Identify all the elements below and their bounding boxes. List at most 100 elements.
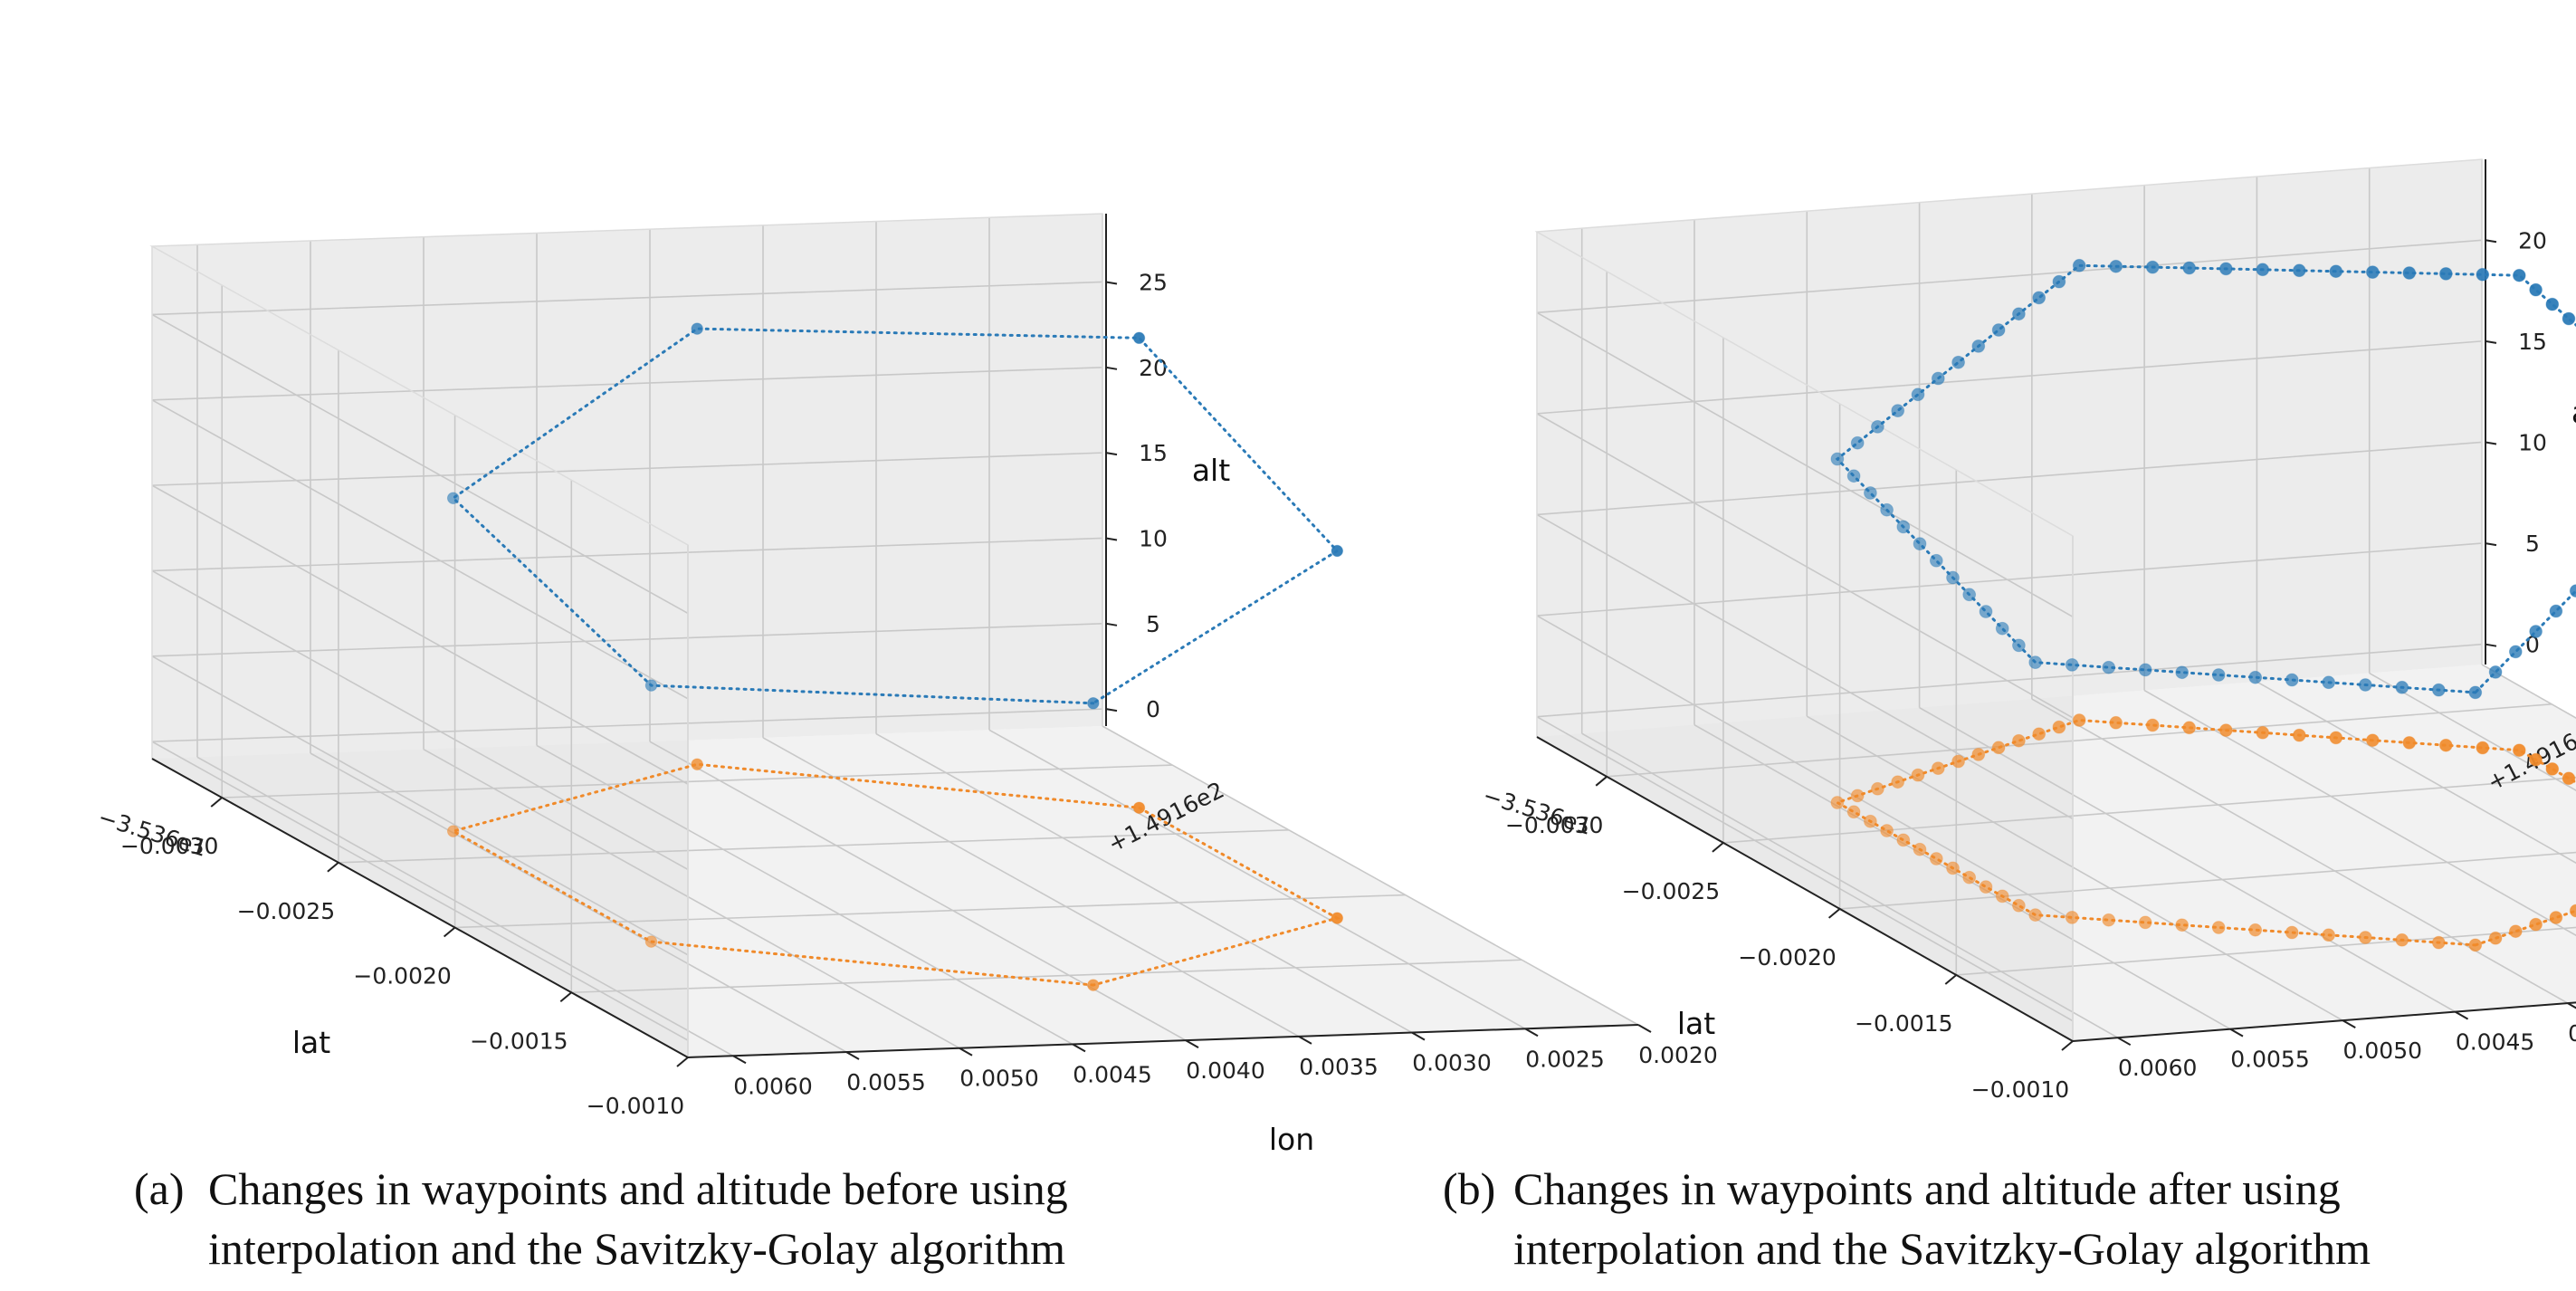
series-1-point-51 <box>2562 771 2576 786</box>
series-1-point-40 <box>2218 723 2233 737</box>
series-1-point-19 <box>1913 842 1927 856</box>
series-1-point-50 <box>2545 762 2560 776</box>
y-tick-mark-7 <box>2229 1028 2244 1038</box>
series-0-point-43 <box>2329 264 2343 279</box>
z-tick-mark-0 <box>1105 708 1118 712</box>
series-0-point-42 <box>2292 263 2306 278</box>
series-0-point-25 <box>1850 435 1865 450</box>
y-tick-label-8: 0.0060 <box>733 1073 812 1099</box>
y-grid-floor-6 <box>423 749 960 1049</box>
series-1-point-29 <box>1931 761 1945 775</box>
series-0-point-34 <box>2032 291 2046 305</box>
x-tick-label-3: −0.0015 <box>1855 1010 1952 1037</box>
z-tick-label-1: 5 <box>2525 531 2540 557</box>
series-0-point-3 <box>2358 678 2372 692</box>
y-tick-label-5: 0.0045 <box>1073 1061 1151 1087</box>
y-tick-label-7: 0.0055 <box>846 1069 925 1095</box>
y-tick-label-6: 0.0050 <box>2343 1038 2422 1064</box>
series-0-point-26 <box>1871 420 1884 434</box>
z-grid-left-2 <box>1536 513 2074 820</box>
series-1-point-2 <box>446 825 460 837</box>
series-0-point-13 <box>2012 638 2026 653</box>
series-0-point-4 <box>1132 331 1146 345</box>
x-tick-label-2: −0.0020 <box>353 963 451 990</box>
series-1-point-41 <box>2256 725 2270 740</box>
series-1-point-39 <box>2182 721 2197 735</box>
x-tick-label-0: −0.0030 <box>1505 812 1603 838</box>
y-grid-floor-5 <box>1919 706 2456 1013</box>
chart-a: −0.0030 −0.0025 −0.0020 −0.0015 −0.0010 0.002… <box>95 213 1718 1157</box>
series-0-point-3 <box>691 322 703 335</box>
series-1-point-2 <box>2395 932 2409 947</box>
series-0-point-24 <box>1830 452 1845 466</box>
back-pane <box>1537 159 2482 737</box>
series-0-point-1 <box>644 679 658 692</box>
series-1-point-71 <box>2488 931 2503 945</box>
series-0-point-48 <box>2512 268 2526 282</box>
series-1-point-67 <box>2569 904 2576 918</box>
series-0-point-68 <box>2549 604 2563 618</box>
z-tick-mark-0 <box>2485 643 2497 647</box>
y-tick-label-8: 0.0060 <box>2118 1055 2197 1081</box>
series-1-point-0 <box>1087 979 1100 991</box>
y-grid-floor-7 <box>1693 723 2231 1030</box>
series-0-point-36 <box>2072 258 2086 273</box>
series-1-point-8 <box>2175 918 2190 932</box>
x-tick-mark-0 <box>1595 776 1608 787</box>
z-tick-mark-3 <box>1105 452 1118 456</box>
y-tick-label-5: 0.0045 <box>2456 1029 2534 1056</box>
series-1-point-4 <box>1132 801 1146 814</box>
series-0-point-20 <box>1896 520 1911 534</box>
series-0-point-30 <box>1951 355 1965 369</box>
series-0-point-32 <box>1991 323 2006 337</box>
y-tick-mark-0 <box>1637 1024 1652 1033</box>
series-1-point-6 <box>2248 923 2263 937</box>
series-1-point-42 <box>2292 728 2306 742</box>
series-0-point-47 <box>2476 267 2490 282</box>
series-1-point-46 <box>2438 738 2453 752</box>
series-1-point-69 <box>2529 917 2543 932</box>
series-1-point-34 <box>2032 727 2046 741</box>
series-0-point-50 <box>2545 297 2560 311</box>
series-0-point-6 <box>2248 670 2263 684</box>
z-tick-label-1: 5 <box>1146 611 1160 637</box>
series-0-point-7 <box>2211 668 2226 682</box>
z-grid-left-2 <box>151 569 689 871</box>
y-tick-label-2: 0.0030 <box>1412 1050 1491 1076</box>
z-grid-left-4 <box>1536 311 2074 617</box>
z-grid-left-3 <box>151 484 689 785</box>
series-0-point-22 <box>1864 486 1877 500</box>
y-tick-mark-7 <box>845 1051 860 1060</box>
series-0-point-37 <box>2109 259 2123 273</box>
x-tick-mark-3 <box>559 991 572 1003</box>
series-0-point-2 <box>2395 680 2409 694</box>
series-1-point-31 <box>1971 748 1986 761</box>
series-0-point-19 <box>1913 537 1927 550</box>
x-axis-label: lat <box>292 1025 330 1060</box>
y-tick-mark-4 <box>2567 1002 2576 1009</box>
y-tick-mark-1 <box>1524 1028 1539 1038</box>
caption-a-line1: Changes in waypoints and altitude before… <box>208 1163 1068 1214</box>
series-1-point-43 <box>2329 731 2343 745</box>
x-axis-line <box>151 758 689 1058</box>
series-0-point-33 <box>2012 307 2026 321</box>
y-tick-label-0: 0.0020 <box>1638 1042 1717 1068</box>
y-tick-mark-2 <box>1411 1031 1426 1041</box>
series-0-point-49 <box>2529 282 2543 297</box>
z-grid-back-4 <box>1536 239 2483 314</box>
series-0-point-14 <box>1995 621 2009 636</box>
series-1-point-13 <box>2012 898 2026 913</box>
series-0-point-39 <box>2182 261 2197 275</box>
y-tick-mark-8 <box>732 1055 747 1065</box>
z-grid-left-1 <box>1536 615 2074 921</box>
z-grid-back-3 <box>151 452 1103 486</box>
y-tick-label-1: 0.0025 <box>1525 1046 1604 1072</box>
x-tick-mark-2 <box>1827 908 1841 919</box>
series-0-point-27 <box>1891 404 1905 417</box>
series-0-point-44 <box>2365 265 2380 279</box>
series-0-point-1 <box>2431 683 2446 697</box>
series-1-point-1 <box>644 935 658 948</box>
y-grid-floor-2 <box>2256 681 2576 865</box>
z-grid-left-4 <box>151 399 689 700</box>
